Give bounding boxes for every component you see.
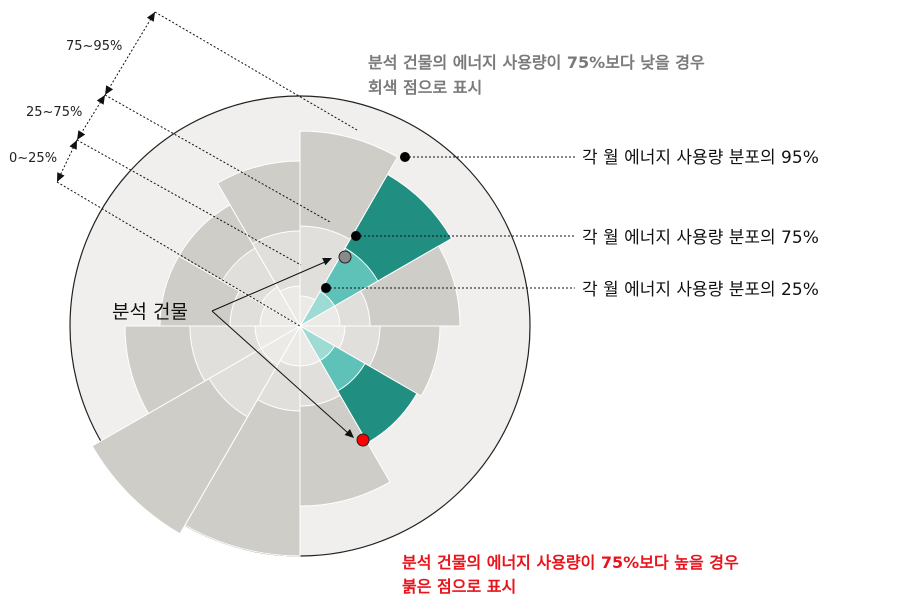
ext-line-75 — [104, 94, 331, 223]
ext-line-95 — [154, 11, 358, 131]
red-note-line2: 붉은 점으로 표시 — [402, 577, 516, 596]
building-label: 분석 건물 — [112, 301, 188, 323]
gray-point — [338, 250, 352, 264]
petal-12-inner — [299, 295, 316, 328]
dim-arrow-mid-a — [96, 95, 105, 105]
gray-note-line2: 회색 점으로 표시 — [368, 78, 482, 97]
range-label-top: 75~95% — [66, 39, 122, 54]
building-pointer-gray — [211, 261, 326, 312]
dim-arrow-low-b — [57, 172, 65, 182]
building-pointer-red — [211, 310, 349, 434]
building-arrows — [322, 258, 354, 438]
ext-line-25 — [76, 139, 302, 266]
dist-label-75: 각 월 에너지 사용량 분포의 75% — [582, 228, 819, 248]
dim-arrow-top-a — [146, 12, 155, 22]
red-point — [356, 433, 370, 447]
range-label-low: 0~25% — [9, 151, 57, 166]
red-note-line1: 분석 건물의 에너지 사용량이 75%보다 높을 경우 — [402, 553, 739, 572]
range-label-mid: 25~75% — [26, 105, 82, 120]
dimension-arrows — [57, 12, 155, 182]
building-arrow-red — [344, 429, 354, 438]
ext-line-0 — [56, 181, 301, 327]
dim-arrow-low-a — [69, 140, 77, 150]
dim-arrow-top-b — [105, 85, 114, 95]
petal-group — [91, 130, 461, 557]
dist-label-95: 각 월 에너지 사용량 분포의 95% — [582, 148, 819, 168]
dim-line-top — [104, 11, 156, 96]
gray-note-line1: 분석 건물의 에너지 사용량이 75%보다 낮을 경우 — [368, 53, 705, 72]
dist-label-25: 각 월 에너지 사용량 분포의 25% — [582, 280, 819, 300]
building-arrow-gray — [322, 258, 332, 266]
dim-arrow-mid-b — [77, 130, 86, 140]
